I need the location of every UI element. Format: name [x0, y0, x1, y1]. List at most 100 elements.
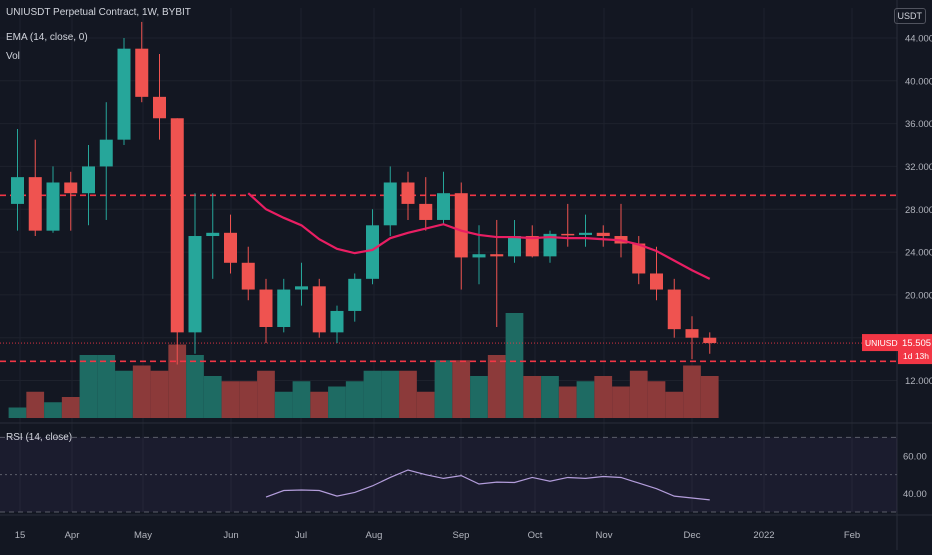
candle-body[interactable]: [99, 139, 113, 167]
price-tick-label: 44.000: [905, 33, 932, 44]
volume-bar: [44, 402, 62, 418]
price-tick-label: 24.000: [905, 248, 932, 259]
candle-body[interactable]: [330, 310, 344, 333]
time-tick-label: Aug: [366, 530, 383, 541]
candle-body[interactable]: [188, 236, 202, 333]
volume-bar: [328, 386, 346, 418]
candle-body[interactable]: [259, 289, 273, 328]
volume-bar: [612, 386, 630, 418]
volume-bar: [399, 370, 417, 418]
price-tag[interactable]: [898, 334, 932, 365]
symbol-legend[interactable]: UNIUSDT Perpetual Contract, 1W, BYBIT: [6, 7, 191, 18]
ema-line[interactable]: [247, 192, 711, 280]
candle-body[interactable]: [419, 203, 433, 220]
candle-body[interactable]: [153, 96, 166, 119]
time-tick-label: Dec: [684, 530, 701, 541]
volume-bar: [97, 355, 116, 418]
volume-bar: [452, 360, 471, 418]
currency-button[interactable]: USDT: [893, 8, 926, 24]
time-tick-label: Sep: [453, 530, 470, 541]
time-tick-label: Apr: [65, 530, 80, 541]
time-tick-label: Jun: [223, 530, 238, 541]
volume-bar: [132, 365, 151, 418]
candle-body[interactable]: [454, 193, 468, 258]
volume-bar: [470, 376, 488, 418]
candle-body[interactable]: [543, 233, 557, 257]
volume-bar: [434, 360, 453, 418]
price-tick-label: 12.000: [905, 376, 932, 387]
volume-bar: [168, 344, 187, 418]
volume-bar: [523, 376, 542, 418]
volume-bar: [541, 376, 559, 418]
candle-body[interactable]: [561, 233, 575, 236]
volume-bar: [505, 313, 524, 418]
volume-bar: [594, 376, 613, 418]
candle-body[interactable]: [224, 232, 237, 263]
candle-body[interactable]: [703, 337, 717, 344]
candle-body[interactable]: [170, 118, 184, 333]
rsi-legend[interactable]: RSI (14, close): [6, 432, 73, 443]
volume-bar: [274, 391, 293, 418]
candle-body[interactable]: [579, 232, 592, 235]
volume-bar: [239, 381, 258, 418]
candle-body[interactable]: [383, 182, 397, 226]
candle-body[interactable]: [685, 329, 699, 338]
candle-body[interactable]: [135, 48, 149, 97]
price-tick-label: 36.000: [905, 119, 932, 130]
candle-body[interactable]: [472, 254, 486, 258]
candle-body[interactable]: [596, 232, 610, 237]
time-tick-label: Oct: [528, 530, 543, 541]
candle-body[interactable]: [667, 289, 681, 330]
candle-body[interactable]: [277, 289, 291, 328]
volume-bar: [487, 355, 506, 418]
volume-bar: [683, 365, 701, 418]
volume-bar: [257, 370, 275, 418]
time-tick-label: Nov: [596, 530, 613, 541]
symbol-tag[interactable]: [862, 334, 898, 352]
price-tag-value: 15.505: [902, 338, 931, 349]
candle-body[interactable]: [241, 262, 255, 290]
candle-body[interactable]: [295, 286, 308, 290]
candle-body[interactable]: [117, 48, 131, 140]
volume-bar: [186, 355, 204, 418]
candle-body[interactable]: [508, 236, 521, 257]
candle-body[interactable]: [64, 182, 78, 194]
volume-bar: [647, 381, 666, 418]
candle-body[interactable]: [366, 225, 379, 279]
candle-body[interactable]: [82, 166, 95, 194]
candle-body[interactable]: [437, 193, 450, 220]
volume-bar: [576, 381, 595, 418]
time-tick-label: Feb: [844, 530, 860, 541]
volume-legend[interactable]: Vol: [6, 51, 20, 62]
time-tick-label: 15: [15, 530, 26, 541]
volume-bar: [558, 386, 577, 418]
rsi-tick-label: 60.00: [903, 452, 927, 463]
candle-body[interactable]: [650, 273, 663, 290]
candle-body[interactable]: [206, 232, 220, 237]
price-tick-label: 20.000: [905, 290, 932, 301]
volume-bar: [416, 391, 435, 418]
volume-bar: [363, 370, 382, 418]
price-tag-countdown: 1d 13h: [903, 351, 929, 361]
candle-body[interactable]: [28, 177, 42, 231]
candle-body[interactable]: [312, 286, 326, 333]
candle-body[interactable]: [401, 182, 415, 204]
candle-body[interactable]: [348, 278, 362, 311]
candle-body[interactable]: [490, 254, 504, 257]
volume-bar: [150, 370, 169, 418]
ema-legend[interactable]: EMA (14, close, 0): [6, 32, 88, 43]
volume-bar: [203, 376, 222, 418]
price-tick-label: 40.000: [905, 76, 932, 87]
rsi-line[interactable]: [265, 469, 710, 501]
candle-body[interactable]: [11, 177, 24, 204]
volume-bar: [221, 381, 240, 418]
volume-bar: [8, 407, 27, 418]
candle-body[interactable]: [525, 236, 539, 257]
rsi-tick-label: 40.00: [903, 489, 927, 500]
symbol-tag-label: UNIUSDT: [865, 338, 903, 348]
price-tick-label: 28.000: [905, 205, 932, 216]
candle-body[interactable]: [632, 243, 646, 274]
candle-body[interactable]: [46, 182, 60, 231]
